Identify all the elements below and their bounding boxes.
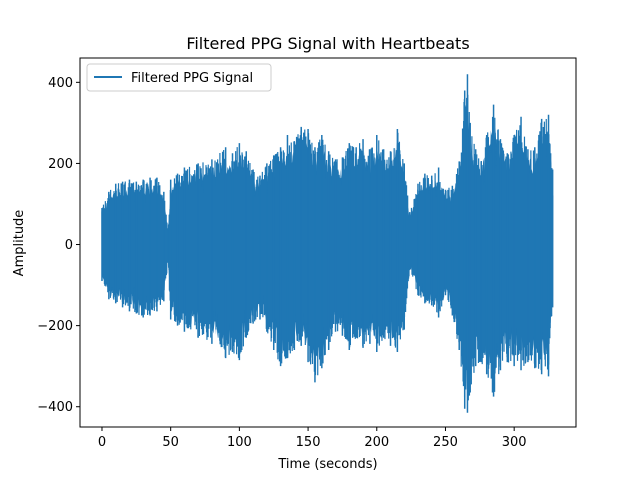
x-tick-label: 250 [433,435,458,450]
x-tick-label: 0 [98,435,106,450]
legend: Filtered PPG Signal [86,63,272,92]
y-axis: −400 −200 0 200 400 [37,76,80,415]
y-tick-label: −400 [37,400,73,415]
chart-title: Filtered PPG Signal with Heartbeats [186,34,469,53]
x-tick-label: 50 [162,435,179,450]
x-tick-label: 100 [227,435,252,450]
legend-label: Filtered PPG Signal [131,71,253,86]
y-tick-label: 400 [48,76,73,91]
y-axis-label: Amplitude [12,210,27,277]
x-axis: 0 50 100 150 200 250 300 [98,427,527,450]
y-tick-label: 0 [65,238,73,253]
y-tick-label: 200 [48,157,73,172]
series-layer [101,74,554,413]
y-tick-label: −200 [37,319,73,334]
plot-frame [79,57,577,428]
x-axis-label: Time (seconds) [277,457,377,472]
x-tick-label: 300 [502,435,527,450]
legend-box [86,63,272,92]
x-tick-label: 200 [364,435,389,450]
x-tick-label: 150 [296,435,321,450]
